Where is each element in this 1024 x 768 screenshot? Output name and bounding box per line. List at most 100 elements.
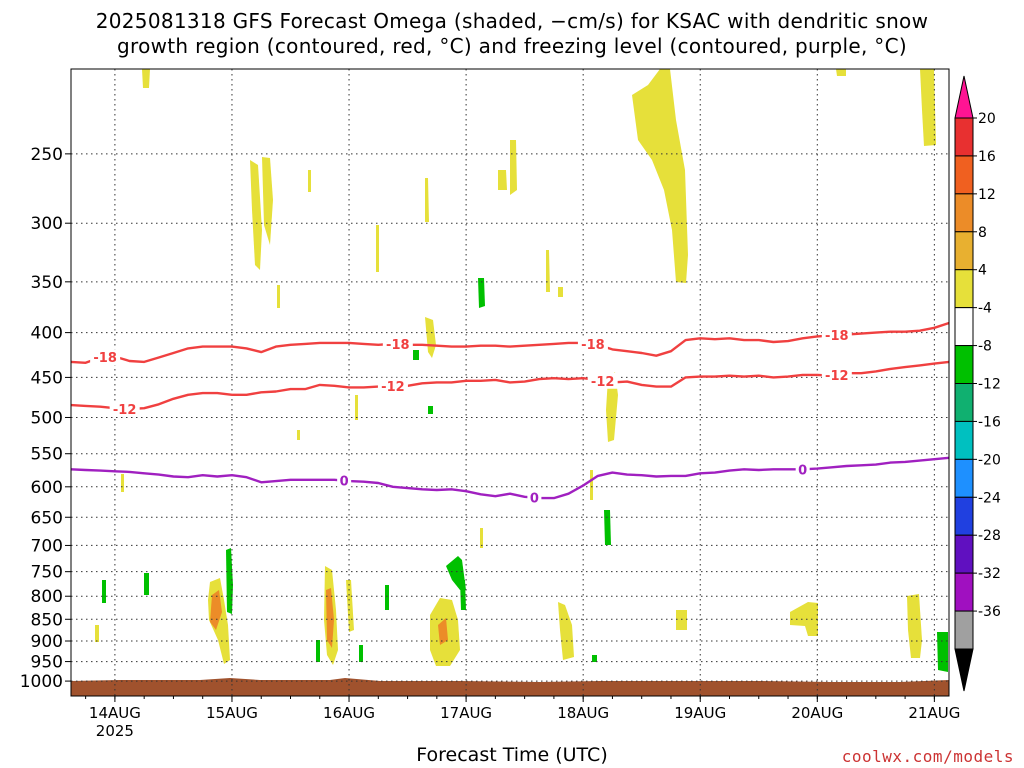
omega-area-upward	[297, 430, 300, 440]
omega-area-downward	[604, 510, 611, 545]
colorbar-label: -36	[978, 604, 1001, 620]
chart-title-line-1: 2025081318 GFS Forecast Omega (shaded, −…	[95, 9, 929, 33]
colorbar-label: -12	[978, 377, 1001, 393]
y-axis: 2503003504004505005506006507007508008509…	[20, 145, 71, 692]
colorbar-label: 12	[978, 187, 996, 203]
x-tick-label: 16AUG	[323, 704, 375, 722]
omega-area-upward	[376, 225, 379, 272]
y-tick-label: 650	[31, 508, 63, 528]
omega-area-upward	[558, 287, 563, 297]
y-tick-label: 850	[31, 610, 63, 630]
omega-area-downward	[428, 406, 433, 414]
omega-area-upward	[836, 69, 846, 76]
y-tick-label: 550	[31, 445, 63, 465]
chart-grid	[71, 69, 949, 696]
omega-area-downward	[359, 645, 363, 662]
contour-label: -12	[381, 380, 405, 395]
omega-shading	[95, 69, 948, 672]
colorbar-label: 20	[978, 111, 996, 127]
omega-area-upward	[920, 69, 936, 146]
omega-area-downward	[226, 548, 233, 614]
omega-area-upward	[308, 170, 311, 192]
contour-label: -12	[591, 375, 615, 390]
y-tick-label: 950	[31, 653, 63, 673]
omega-area-upward	[121, 474, 124, 492]
contour-label: 0	[530, 492, 539, 507]
colorbar-label: 4	[978, 263, 987, 279]
x-tick-sublabel: 2025	[96, 722, 134, 740]
y-tick-label: 750	[31, 563, 63, 583]
colorbar-swatch	[954, 496, 974, 536]
omega-area-upward	[250, 160, 262, 270]
omega-area-upward	[95, 625, 99, 642]
x-tick-label: 18AUG	[557, 704, 609, 722]
plot-frame	[70, 68, 950, 697]
colorbar-swatch	[954, 345, 974, 385]
y-tick-label: 700	[31, 536, 63, 556]
contour-label-bg	[377, 377, 408, 394]
omega-area-upward	[676, 610, 687, 630]
x-tick-label: 17AUG	[440, 704, 492, 722]
credit-link[interactable]: coolwx.com/models	[841, 747, 1014, 766]
y-tick-label: 800	[31, 587, 63, 607]
omega-area-downward	[460, 580, 466, 610]
terrain-strip	[71, 678, 949, 696]
omega-area-downward	[592, 655, 597, 662]
colorbar: 20 16 12 8 4 -4 -8 -12 -16 -20 -24 -28 -32 -36	[954, 75, 1001, 692]
contour-label-bg	[587, 372, 618, 389]
omega-area-downward	[478, 278, 485, 308]
y-tick-label: 900	[31, 632, 63, 652]
y-tick-label: 1000	[20, 672, 63, 692]
colorbar-label: 8	[978, 225, 987, 241]
omega-area-upward	[498, 170, 507, 190]
x-tick-label: 14AUG	[89, 704, 141, 722]
omega-area-upward	[558, 602, 574, 660]
contour-label-bg	[821, 366, 852, 383]
omega-area-upward	[142, 69, 150, 88]
x-tick-label: 20AUG	[791, 704, 843, 722]
colorbar-label: -20	[978, 452, 1001, 468]
omega-area-upward	[425, 178, 429, 222]
omega-area-upward	[510, 140, 517, 195]
omega-area-downward	[413, 350, 419, 360]
colorbar-swatch	[954, 193, 974, 233]
contour-label-bg	[577, 336, 608, 353]
contour-label: -18	[386, 338, 410, 353]
contour-label-bg	[109, 400, 140, 417]
omega-area-upward	[277, 285, 280, 308]
colorbar-swatch	[954, 307, 974, 347]
y-tick-label: 600	[31, 478, 63, 498]
y-tick-label: 300	[31, 214, 63, 234]
colorbar-label: -16	[978, 414, 1001, 430]
omega-area-upward	[355, 395, 358, 420]
y-tick-label: 350	[31, 273, 63, 293]
x-tick-label: 19AUG	[674, 704, 726, 722]
omega-area-upward	[425, 317, 436, 358]
y-tick-label: 500	[31, 408, 63, 428]
omega-area-upward	[480, 528, 483, 548]
contour-label-bg	[337, 472, 352, 489]
x-tick-label: 15AUG	[206, 704, 258, 722]
y-tick-label: 250	[31, 145, 63, 165]
x-axis-label: Forecast Time (UTC)	[416, 744, 608, 766]
contour-label: -18	[825, 329, 849, 344]
colorbar-swatch	[954, 117, 974, 157]
omega-area-upward	[790, 602, 818, 636]
colorbar-swatch	[954, 458, 974, 498]
colorbar-swatch	[954, 269, 974, 309]
omega-area-downward	[937, 632, 948, 672]
omega-area-upward	[907, 594, 922, 658]
chart-title-line-2: growth region (contoured, red, °C) and f…	[117, 34, 907, 58]
colorbar-label: -32	[978, 566, 1001, 582]
omega-area-upward	[438, 618, 448, 645]
omega-area-downward	[102, 580, 106, 603]
omega-area-upward	[262, 157, 273, 245]
colorbar-swatch	[954, 610, 974, 650]
colorbar-label: -28	[978, 528, 1001, 544]
omega-area-downward	[316, 640, 320, 662]
contour-label-bg	[382, 336, 413, 353]
contour-line--12	[70, 360, 950, 411]
contour-label: 0	[340, 475, 349, 490]
